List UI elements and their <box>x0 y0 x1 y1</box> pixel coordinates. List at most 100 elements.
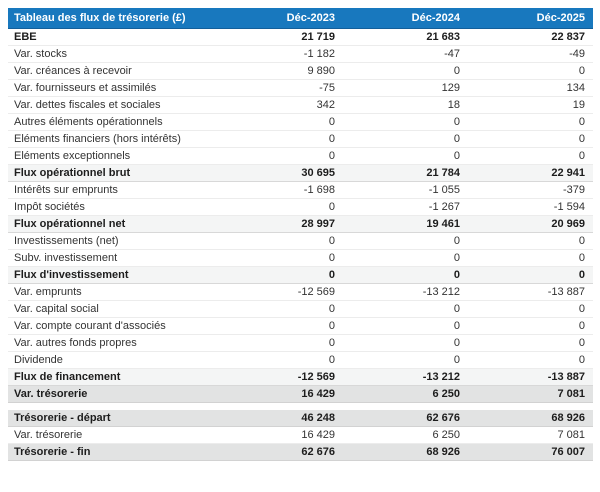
table-row: Var. emprunts -12 569 -13 212 -13 887 <box>8 283 593 301</box>
table-row: Flux opérationnel net 28 997 19 461 20 969 <box>8 215 593 233</box>
row-value: 129 <box>343 79 468 97</box>
row-value: 0 <box>468 266 593 284</box>
row-label: Var. stocks <box>8 45 218 63</box>
table-row: EBE 21 719 21 683 22 837 <box>8 28 593 46</box>
row-value: 0 <box>218 249 343 267</box>
row-value: 68 926 <box>343 443 468 461</box>
row-value: 0 <box>218 130 343 148</box>
row-value: 68 926 <box>468 410 593 427</box>
row-label: Var. trésorerie <box>8 385 218 403</box>
row-value: 134 <box>468 79 593 97</box>
row-value: 0 <box>343 334 468 352</box>
row-value: 6 250 <box>343 385 468 403</box>
row-label: Eléments financiers (hors intérêts) <box>8 130 218 148</box>
table-row: Var. compte courant d'associés 0 0 0 <box>8 317 593 335</box>
table-row: Var. créances à recevoir 9 890 0 0 <box>8 62 593 80</box>
table-row: Investissements (net) 0 0 0 <box>8 232 593 250</box>
table-row: Intérêts sur emprunts -1 698 -1 055 -379 <box>8 181 593 199</box>
row-value: -13 887 <box>468 368 593 386</box>
row-value: 0 <box>218 113 343 131</box>
row-value: -1 055 <box>343 181 468 199</box>
row-value: 0 <box>468 113 593 131</box>
table-row: Var. fournisseurs et assimilés -75 129 134 <box>8 79 593 97</box>
row-value: 0 <box>343 300 468 318</box>
row-value: 0 <box>468 130 593 148</box>
row-value: 7 081 <box>468 385 593 403</box>
row-value: 0 <box>468 300 593 318</box>
row-label: Subv. investissement <box>8 249 218 267</box>
table-row: Var. trésorerie 16 429 6 250 7 081 <box>8 426 593 444</box>
row-label: Var. capital social <box>8 300 218 318</box>
table-row: Autres éléments opérationnels 0 0 0 <box>8 113 593 131</box>
row-value: 7 081 <box>468 426 593 444</box>
row-value: 21 683 <box>343 28 468 46</box>
row-label: Flux opérationnel brut <box>8 164 218 182</box>
row-label: Impôt sociétés <box>8 198 218 216</box>
row-value: 0 <box>218 147 343 165</box>
row-value: 62 676 <box>343 410 468 427</box>
row-value: 0 <box>468 232 593 250</box>
row-value: 0 <box>343 317 468 335</box>
row-value: 76 007 <box>468 443 593 461</box>
table-row: Eléments financiers (hors intérêts) 0 0 0 <box>8 130 593 148</box>
row-value: -13 212 <box>343 368 468 386</box>
row-value: 6 250 <box>343 426 468 444</box>
table-row: Trésorerie - fin 62 676 68 926 76 007 <box>8 443 593 461</box>
row-value: 46 248 <box>218 410 343 427</box>
row-value: -75 <box>218 79 343 97</box>
row-label: Autres éléments opérationnels <box>8 113 218 131</box>
row-value: 21 784 <box>343 164 468 182</box>
row-value: 9 890 <box>218 62 343 80</box>
row-value: 0 <box>468 147 593 165</box>
row-value: 0 <box>218 198 343 216</box>
row-value: 19 <box>468 96 593 114</box>
row-value: -13 887 <box>468 283 593 301</box>
table-row: Flux de financement -12 569 -13 212 -13 887 <box>8 368 593 386</box>
table-row: Eléments exceptionnels 0 0 0 <box>8 147 593 165</box>
row-value: 22 837 <box>468 28 593 46</box>
row-value: 0 <box>343 249 468 267</box>
row-value: 16 429 <box>218 426 343 444</box>
row-value: 62 676 <box>218 443 343 461</box>
row-value: -47 <box>343 45 468 63</box>
row-value: 0 <box>343 266 468 284</box>
column-header-dec-2025: Déc-2025 <box>468 8 593 29</box>
row-value: 18 <box>343 96 468 114</box>
row-value: 0 <box>218 351 343 369</box>
row-label: EBE <box>8 28 218 46</box>
row-value: -1 698 <box>218 181 343 199</box>
row-label: Trésorerie - départ <box>8 410 218 427</box>
table-row: Flux d'investissement 0 0 0 <box>8 266 593 284</box>
row-value: 0 <box>218 317 343 335</box>
row-label: Eléments exceptionnels <box>8 147 218 165</box>
table-title: Tableau des flux de trésorerie (£) <box>8 8 218 29</box>
row-value: -1 267 <box>343 198 468 216</box>
row-value: 0 <box>343 147 468 165</box>
row-value: -1 594 <box>468 198 593 216</box>
row-label: Var. trésorerie <box>8 426 218 444</box>
row-value: 0 <box>468 334 593 352</box>
row-value: 0 <box>468 249 593 267</box>
row-value: -49 <box>468 45 593 63</box>
row-value: 0 <box>218 334 343 352</box>
table-row: Subv. investissement 0 0 0 <box>8 249 593 267</box>
table-row: Flux opérationnel brut 30 695 21 784 22 941 <box>8 164 593 182</box>
row-value: 30 695 <box>218 164 343 182</box>
row-value: 342 <box>218 96 343 114</box>
row-label: Intérêts sur emprunts <box>8 181 218 199</box>
row-value: 0 <box>468 62 593 80</box>
row-label: Investissements (net) <box>8 232 218 250</box>
main-rows: EBE 21 719 21 683 22 837 Var. stocks -1 182 -4… <box>8 28 593 403</box>
row-value: 0 <box>343 232 468 250</box>
table-row: Var. dettes fiscales et sociales 342 18 19 <box>8 96 593 114</box>
cashflow-table: Tableau des flux de trésorerie (£) Déc-2… <box>8 8 593 403</box>
row-value: 19 461 <box>343 215 468 233</box>
row-label: Var. dettes fiscales et sociales <box>8 96 218 114</box>
column-header-dec-2024: Déc-2024 <box>343 8 468 29</box>
row-value: 20 969 <box>468 215 593 233</box>
row-value: 0 <box>218 232 343 250</box>
row-value: 0 <box>343 62 468 80</box>
table-row: Impôt sociétés 0 -1 267 -1 594 <box>8 198 593 216</box>
row-value: 0 <box>343 130 468 148</box>
row-label: Var. compte courant d'associés <box>8 317 218 335</box>
